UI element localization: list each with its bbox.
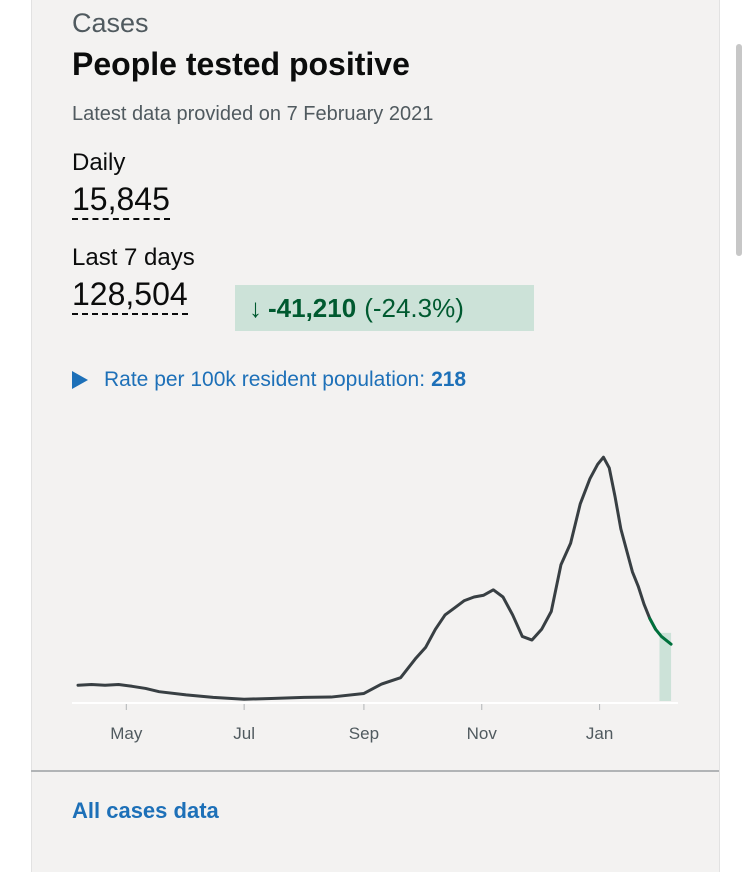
cases-chart: May Jul Sep Nov Jan	[72, 455, 678, 743]
daily-label: Daily	[72, 149, 126, 176]
cases-card	[31, 0, 720, 872]
rate-label: Rate per 100k resident population:	[104, 368, 426, 391]
rate-toggle[interactable]: Rate per 100k resident population: 218	[72, 368, 466, 392]
rate-value: 218	[431, 368, 467, 391]
arrow-down-icon: ↓	[249, 292, 262, 323]
x-tick-label-jul: Jul	[233, 724, 255, 743]
x-tick-label-jan: Jan	[586, 724, 613, 743]
cases-line	[76, 455, 658, 701]
card-divider	[31, 770, 719, 772]
card-title: People tested positive	[72, 46, 410, 82]
triangle-right-icon	[72, 371, 88, 389]
change-percent: (-24.3%)	[364, 292, 464, 323]
change-value: -41,210	[268, 292, 357, 323]
updated-timestamp: Latest data provided on 7 February 2021	[72, 103, 434, 125]
all-cases-data-link[interactable]: All cases data	[72, 798, 219, 823]
daily-value[interactable]: 15,845	[72, 182, 170, 220]
x-tick-label-may: May	[110, 724, 143, 743]
recent-line	[648, 617, 673, 646]
change-badge: ↓ -41,210 (-24.3%)	[235, 285, 534, 331]
card-heading-group: Cases	[72, 8, 149, 38]
last7-value[interactable]: 128,504	[72, 277, 188, 315]
x-tick-label-nov: Nov	[467, 724, 498, 743]
shaded-period	[659, 632, 672, 701]
scrollbar[interactable]	[736, 44, 742, 256]
last7-label: Last 7 days	[72, 244, 195, 271]
x-tick-label-sep: Sep	[349, 724, 379, 743]
